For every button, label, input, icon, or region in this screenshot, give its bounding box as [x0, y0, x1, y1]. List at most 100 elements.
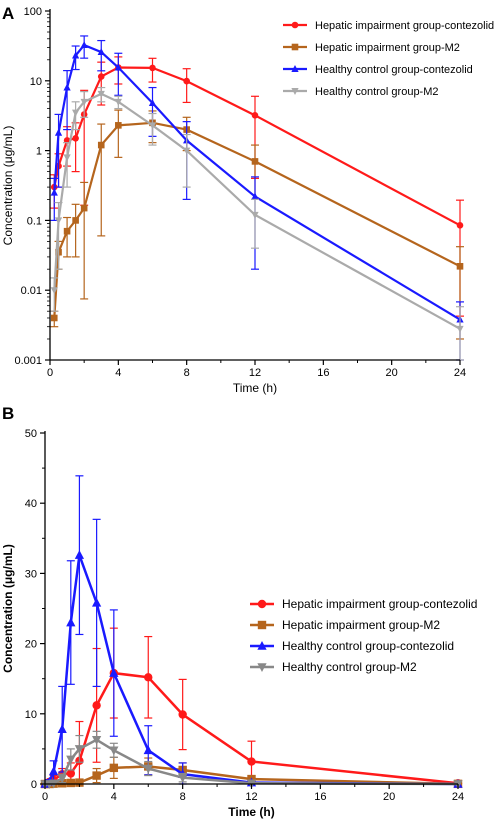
y-axis-title-b: Concentration (μg/mL): [1, 544, 15, 673]
legend-marker-a-0: [291, 21, 299, 29]
series-a-3: [50, 86, 464, 361]
data-point-b-1-6: [92, 771, 101, 780]
y-tick-label-b-4: 40: [25, 498, 37, 510]
y-tick-label-a-3: 1: [36, 146, 42, 158]
data-point-b-3-3: [57, 774, 67, 784]
data-point-a-3-9: [183, 147, 191, 155]
data-point-a-2-5: [80, 41, 88, 49]
data-point-a-0-10: [251, 112, 259, 119]
data-point-a-3-11: [456, 325, 464, 333]
chart-a: 0 4 8 12 16 20 24 0.001 0.01 0.1 1 10 100 Time (h) Con…: [1, 6, 494, 395]
data-point-a-1-4: [72, 217, 79, 224]
x-tick-label-a-1: 4: [115, 367, 121, 379]
data-point-a-3-8: [148, 122, 157, 130]
legend-marker-b-0: [257, 599, 267, 609]
series-line-a-1: [53, 121, 461, 319]
series-a-1: [50, 109, 464, 340]
legend-label-a-3: Healthy control group-M2: [315, 86, 439, 98]
legend-marker-a-2: [291, 65, 299, 72]
data-point-b-2-4: [66, 617, 76, 627]
legend-label-a-1: Hepatic impairment group-M2: [315, 42, 460, 54]
data-point-a-1-1: [50, 314, 58, 322]
data-point-a-3-6: [97, 90, 105, 98]
x-tick-label-b-3: 12: [245, 791, 257, 803]
data-point-a-1-6: [97, 141, 105, 149]
y-tick-label-b-2: 20: [25, 639, 37, 651]
data-point-b-2-5: [74, 550, 85, 559]
data-point-a-3-2: [54, 217, 63, 225]
y-tick-label-a-2: 0.1: [27, 215, 42, 227]
data-point-a-1-11: [456, 262, 464, 270]
data-point-a-2-3: [63, 83, 71, 91]
x-tick-label-a-4: 16: [317, 367, 329, 379]
y-tick-label-b-5: 50: [25, 428, 37, 440]
data-point-b-1-4: [66, 778, 76, 788]
y-tick-label-a-1: 0.01: [21, 285, 42, 297]
legend-label-b-1: Hepatic impairment group-M2: [282, 618, 440, 632]
x-tick-label-a-0: 0: [47, 367, 53, 379]
x-tick-label-a-6: 24: [454, 367, 466, 379]
data-point-a-2-7: [114, 63, 122, 71]
legend-label-b-3: Healthy control group-M2: [282, 660, 417, 674]
data-point-a-0-8: [149, 64, 156, 72]
y-tick-label-a-4: 10: [30, 76, 42, 88]
x-tick-label-b-5: 20: [383, 791, 395, 803]
data-point-a-3-4: [71, 109, 80, 117]
data-point-b-0-10: [247, 757, 256, 766]
legend-label-a-2: Healthy control group-contezolid: [315, 64, 473, 76]
data-point-a-0-6: [97, 73, 105, 80]
data-point-a-2-6: [97, 48, 105, 56]
data-point-b-1-7: [109, 763, 119, 773]
y-tick-label-a-5: 100: [24, 6, 42, 18]
data-point-a-1-3: [63, 227, 71, 235]
data-point-b-0-8: [144, 673, 153, 682]
data-point-b-3-9: [178, 773, 188, 783]
panel-label-a: A: [2, 4, 14, 23]
data-point-a-1-5: [80, 204, 88, 212]
x-tick-label-a-2: 8: [184, 367, 190, 379]
legend-a: Hepatic impairment group-contezolid Hepat…: [283, 20, 494, 98]
data-point-a-3-5: [80, 98, 88, 106]
data-point-a-3-3: [63, 154, 71, 162]
legend-marker-b-2: [257, 640, 267, 650]
legend-marker-b-1: [257, 620, 267, 630]
legend-marker-a-1: [291, 43, 299, 51]
data-point-b-0-4: [66, 769, 76, 778]
data-point-a-2-8: [148, 99, 157, 107]
x-tick-label-b-2: 8: [180, 791, 186, 803]
data-point-a-2-2: [54, 128, 63, 136]
legend-label-b-0: Hepatic impairment group-contezolid: [282, 597, 477, 611]
x-tick-label-b-0: 0: [42, 791, 48, 803]
x-tick-label-a-5: 20: [386, 367, 398, 379]
legend-marker-b-3: [257, 663, 267, 673]
legend-b: Hepatic impairment group-contezolid Hepat…: [250, 597, 477, 674]
legend-label-b-2: Healthy control group-contezolid: [282, 639, 454, 653]
y-tick-label-a-0: 0.001: [14, 355, 42, 367]
data-point-a-2-4: [71, 51, 80, 59]
data-point-a-3-7: [114, 98, 122, 106]
data-point-a-0-11: [456, 222, 464, 229]
data-point-a-3-1: [50, 287, 58, 295]
x-axis-title-a: Time (h): [233, 381, 277, 395]
legend-marker-a-3: [291, 88, 299, 95]
data-point-b-3-5: [74, 745, 85, 754]
y-tick-label-b-0: 0: [31, 779, 37, 791]
data-point-b-2-2: [48, 766, 59, 776]
x-tick-label-a-3: 12: [249, 367, 261, 379]
data-point-a-1-10: [251, 158, 259, 165]
data-point-b-0-6: [92, 701, 101, 710]
legend-label-a-0: Hepatic impairment group-contezolid: [315, 20, 494, 32]
data-point-a-0-9: [183, 77, 190, 85]
x-tick-label-b-6: 24: [452, 791, 464, 803]
data-point-b-2-3: [57, 724, 67, 734]
y-tick-label-b-3: 30: [25, 568, 37, 580]
y-tick-label-b-1: 10: [25, 709, 37, 721]
data-point-b-3-7: [109, 746, 119, 756]
y-axis-title-a: Concentration (μg/mL): [1, 126, 15, 246]
data-point-a-1-7: [115, 122, 122, 129]
panel-label-b: B: [2, 404, 14, 423]
data-point-b-2-7: [109, 668, 119, 677]
data-point-a-2-10: [251, 192, 259, 200]
data-point-b-3-4: [66, 755, 76, 765]
